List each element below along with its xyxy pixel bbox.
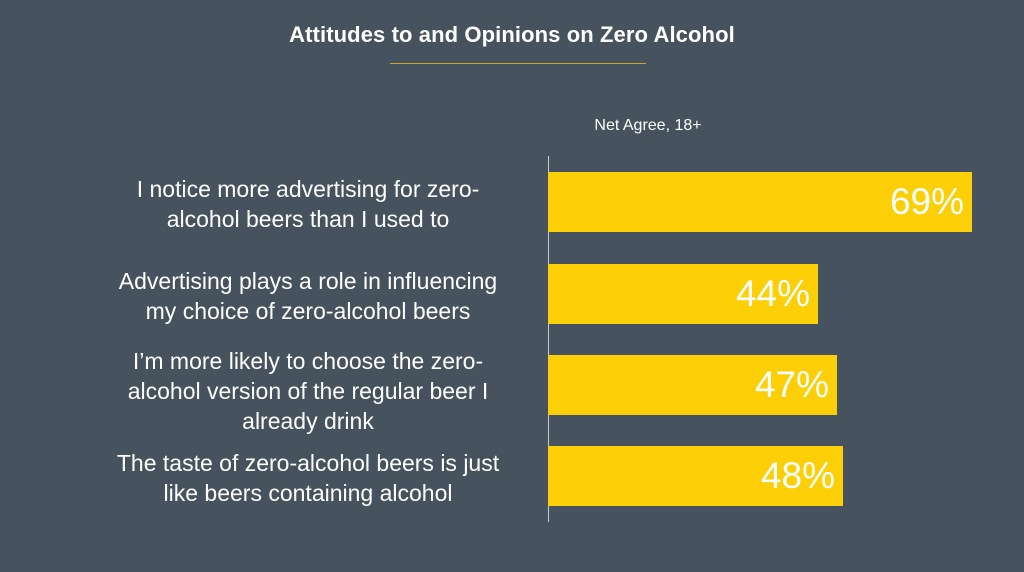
category-label: The taste of zero-alcohol beers is just l… (88, 448, 528, 508)
category-label-line: my choice of zero-alcohol beers (145, 298, 471, 324)
category-label-line: The taste of zero-alcohol beers is just (116, 450, 500, 476)
category-label-line: alcohol version of the regular beer I (127, 378, 489, 404)
category-label-line: I’m more likely to choose the zero- (132, 348, 484, 374)
category-axis-line (548, 156, 549, 522)
bar (548, 172, 972, 232)
category-label: I’m more likely to choose the zero-alcoh… (88, 346, 528, 436)
bar (548, 355, 837, 415)
title-underline (390, 63, 646, 64)
category-label: Advertising plays a role in influencing m… (88, 266, 528, 326)
data-label: 44% (735, 273, 810, 314)
category-label-line: like beers containing alcohol (163, 480, 453, 506)
category-label-line: Advertising plays a role in influencing (118, 268, 498, 294)
bar (548, 446, 843, 506)
category-label-line: I notice more advertising for zero- (136, 176, 480, 202)
category-label-line: already drink (242, 408, 374, 434)
data-label: 69% (889, 181, 964, 222)
chart-subtitle: Net Agree, 18+ (594, 117, 702, 134)
data-label: 48% (760, 455, 835, 496)
bar (548, 264, 818, 324)
data-label: 47% (754, 364, 829, 405)
chart-title: Attitudes to and Opinions on Zero Alcoho… (289, 22, 735, 47)
category-label: I notice more advertising for zero-alcoh… (88, 174, 528, 234)
category-label-line: alcohol beers than I used to (166, 206, 450, 232)
